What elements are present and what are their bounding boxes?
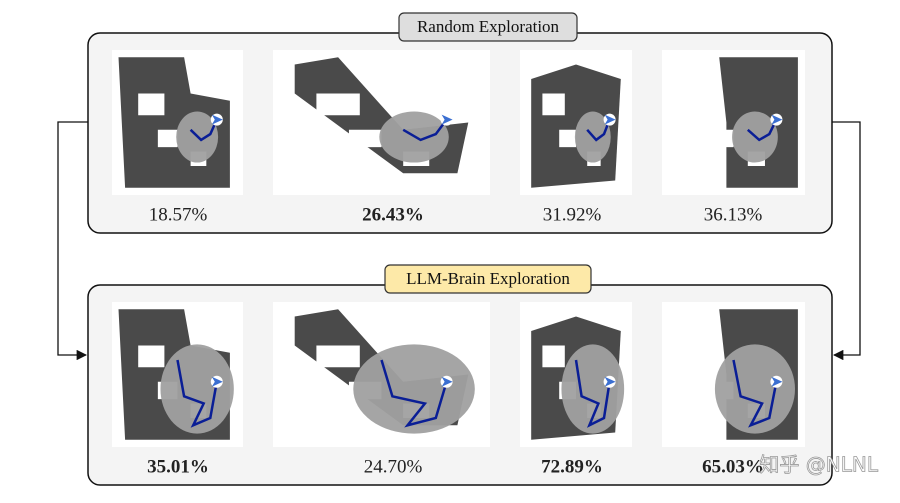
map-image bbox=[112, 302, 243, 447]
map-room bbox=[138, 93, 165, 116]
map-image bbox=[520, 50, 632, 195]
trajectory bbox=[746, 119, 778, 142]
map-room bbox=[690, 93, 720, 116]
map-room bbox=[157, 129, 178, 148]
map-room bbox=[690, 345, 720, 368]
agent-marker bbox=[604, 114, 616, 125]
explored-area bbox=[160, 344, 234, 434]
agent-marker bbox=[211, 376, 223, 387]
map-room bbox=[138, 345, 165, 368]
trajectory bbox=[732, 359, 778, 428]
trajectory bbox=[176, 359, 219, 428]
watermark: 知乎 @NLNL bbox=[759, 453, 878, 477]
explored-area bbox=[353, 344, 475, 434]
map-room bbox=[712, 129, 734, 148]
map-image bbox=[520, 302, 632, 447]
panel-label: Random Exploration bbox=[417, 17, 560, 36]
map-image bbox=[273, 302, 490, 447]
coverage-value: 72.89% bbox=[541, 456, 603, 477]
panel-label-box bbox=[384, 264, 592, 294]
agent-marker bbox=[441, 114, 453, 125]
panel-label-box bbox=[398, 12, 578, 42]
coverage-value: 36.13% bbox=[704, 204, 763, 225]
map-room bbox=[316, 345, 360, 368]
explored-area bbox=[714, 344, 795, 434]
trajectory bbox=[574, 359, 611, 428]
map-image bbox=[662, 302, 805, 447]
trajectory bbox=[586, 119, 611, 142]
coverage-value: 31.92% bbox=[543, 204, 602, 225]
map-room bbox=[542, 93, 565, 116]
agent-marker bbox=[771, 114, 783, 125]
map-room bbox=[316, 93, 360, 116]
coverage-value: 24.70% bbox=[364, 456, 423, 477]
map-room bbox=[542, 345, 565, 368]
map-room bbox=[348, 129, 382, 148]
coverage-value: 18.57% bbox=[149, 204, 208, 225]
trajectory bbox=[402, 118, 448, 142]
left-arrow bbox=[57, 121, 88, 361]
map-image bbox=[112, 50, 243, 195]
agent-marker bbox=[771, 376, 783, 387]
map-image bbox=[273, 50, 490, 195]
coverage-value: 26.43% bbox=[362, 204, 424, 225]
agent-marker bbox=[211, 114, 223, 125]
map-image bbox=[662, 50, 805, 195]
coverage-value: 35.01% bbox=[147, 456, 209, 477]
agent-marker bbox=[604, 376, 616, 387]
trajectory bbox=[380, 359, 448, 428]
agent-marker bbox=[441, 376, 453, 387]
coverage-value: 65.03% bbox=[702, 456, 764, 477]
panel-label: LLM-Brain Exploration bbox=[406, 269, 570, 288]
map-room bbox=[559, 129, 576, 148]
trajectory bbox=[189, 119, 218, 142]
right-arrow bbox=[832, 121, 861, 361]
